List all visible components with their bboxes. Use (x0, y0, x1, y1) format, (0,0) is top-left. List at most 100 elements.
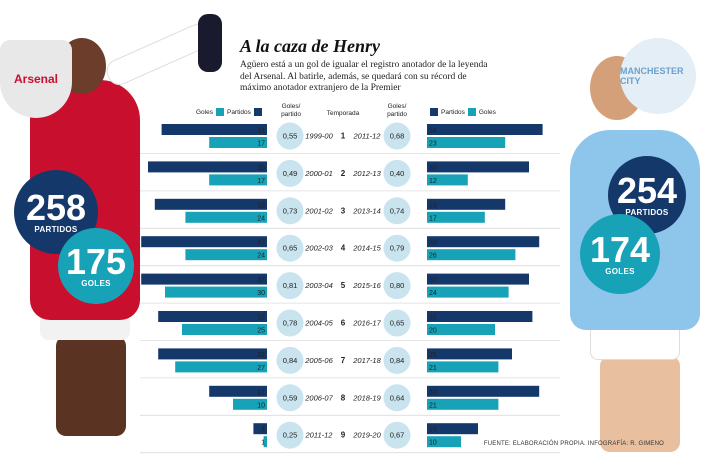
henry-goles-value: 17 (257, 178, 265, 185)
aguero-ratio-value: 0,65 (390, 319, 405, 328)
aguero-season-label: 2016-17 (352, 319, 381, 328)
henry-ratio-value: 0,73 (283, 206, 298, 215)
aguero-goles-bar (427, 398, 499, 410)
aguero-ratio-circle (383, 272, 411, 300)
aguero-matches-total: 254 PARTIDOS (608, 156, 686, 234)
henry-ratio-circle (276, 421, 304, 449)
henry-partidos-bar (141, 236, 267, 248)
henry-goles-bar (209, 137, 267, 148)
aguero-goles-value: 24 (429, 290, 437, 297)
henry-partidos-value: 37 (257, 240, 265, 247)
henry-partidos-value: 35 (257, 165, 265, 172)
henry-season-label: 2004-05 (304, 319, 333, 328)
aguero-goles-bar (427, 211, 485, 223)
aguero-partidos-bar (427, 236, 540, 248)
ratio-header-left: Goles/ partido (281, 103, 301, 118)
henry-ratio-circle (276, 197, 304, 225)
henry-partidos-value: 17 (257, 389, 265, 396)
henry-partidos-value: 31 (257, 128, 265, 135)
season-number: 2 (341, 169, 346, 178)
aguero-season-label: 2015-16 (352, 281, 381, 290)
season-number: 1 (341, 132, 346, 141)
aguero-partidos-value: 31 (429, 315, 437, 322)
aguero-ratio-circle (383, 234, 411, 262)
aguero-goles-bar (427, 324, 495, 335)
henry-goles-value: 27 (257, 365, 265, 372)
aguero-goles-value: 10 (429, 440, 437, 447)
aguero-ratio-value: 0,74 (390, 206, 405, 215)
henry-goles-bar (175, 361, 267, 373)
henry-partidos-value: 33 (257, 202, 265, 209)
aguero-season-label: 2019-20 (352, 431, 381, 440)
henry-season-label: 2003-04 (304, 281, 333, 290)
aguero-ratio-circle (383, 309, 411, 337)
aguero-ratio-value: 0,79 (390, 244, 405, 253)
henry-ratio-circle (276, 384, 304, 412)
henry-ratio-circle (276, 234, 304, 262)
aguero-partidos-value: 34 (429, 128, 437, 135)
aguero-partidos-bar (427, 273, 529, 285)
henry-goals-total: 175 GOLES (58, 228, 134, 304)
season-number: 7 (341, 356, 346, 365)
legend-partidos-label-right: Partidos (441, 108, 465, 116)
aguero-goles-bar (427, 286, 509, 298)
aguero-goles-bar (427, 137, 506, 148)
henry-goles-bar (209, 174, 267, 186)
aguero-ratio-circle (383, 122, 411, 150)
henry-ratio-value: 0,78 (283, 319, 298, 328)
aguero-season-label: 2014-15 (352, 244, 381, 253)
henry-ratio-circle (276, 309, 304, 337)
aguero-ratio-circle (383, 197, 411, 225)
aguero-ratio-circle (383, 346, 411, 374)
henry-goles-value: 24 (257, 253, 265, 260)
aguero-ratio-value: 0,40 (390, 169, 405, 178)
henry-ratio-value: 0,25 (283, 431, 298, 440)
henry-season-label: 2002-03 (304, 244, 333, 253)
aguero-goles-bar (427, 436, 461, 448)
aguero-goles-value: 26 (429, 253, 437, 260)
henry-season-label: 2005-06 (304, 356, 333, 365)
aguero-goles-value: 12 (429, 178, 437, 185)
henry-partidos-value: 32 (257, 352, 265, 359)
henry-legs (56, 336, 126, 436)
legend-partidos-label: Partidos (226, 108, 251, 116)
aguero-partidos-value: 33 (429, 389, 437, 396)
season-number: 3 (341, 206, 346, 215)
henry-partidos-value: 4 (261, 427, 265, 434)
henry-goles-value: 24 (257, 215, 265, 222)
aguero-ratio-value: 0,64 (390, 393, 405, 402)
henry-ratio-value: 0,59 (283, 393, 298, 402)
aguero-partidos-bar (427, 423, 478, 435)
season-number: 5 (341, 281, 346, 290)
arsenal-crest-icon: Arsenal (0, 40, 72, 118)
aguero-goles-value: 17 (429, 215, 437, 222)
aguero-season-label: 2012-13 (352, 169, 381, 178)
aguero-ratio-circle (383, 159, 411, 187)
aguero-goles-bar (427, 249, 516, 261)
henry-goles-bar (263, 436, 267, 448)
henry-goles-bar (233, 398, 267, 410)
season-number: 8 (341, 393, 346, 402)
aguero-legs (600, 356, 680, 452)
henry-ratio-value: 0,65 (283, 244, 298, 253)
henry-ratio-circle (276, 159, 304, 187)
season-number: 6 (341, 319, 346, 328)
henry-goles-value: 1 (261, 440, 265, 447)
henry-ratio-value: 0,84 (283, 356, 298, 365)
man-city-crest-icon: MANCHESTER CITY (620, 38, 696, 114)
aguero-ratio-value: 0,68 (390, 132, 405, 141)
aguero-goles-bar (427, 361, 499, 373)
henry-partidos-bar (158, 311, 267, 322)
henry-ratio-value: 0,49 (283, 169, 298, 178)
source-note: FUENTE: ELABORACIÓN PROPIA. INFOGRAFÍA: … (483, 441, 664, 447)
page-title: A la caza de Henry (240, 36, 380, 56)
aguero-season-label: 2011-12 (353, 132, 382, 141)
right-legend: Partidos Goles (430, 108, 496, 116)
henry-ratio-value: 0,81 (283, 281, 298, 290)
aguero-partidos-value: 30 (429, 165, 437, 172)
season-number: 4 (341, 244, 346, 253)
legend-goles-label: Goles (196, 108, 213, 116)
henry-partidos-bar (253, 423, 267, 435)
henry-partidos-bar (148, 161, 267, 173)
